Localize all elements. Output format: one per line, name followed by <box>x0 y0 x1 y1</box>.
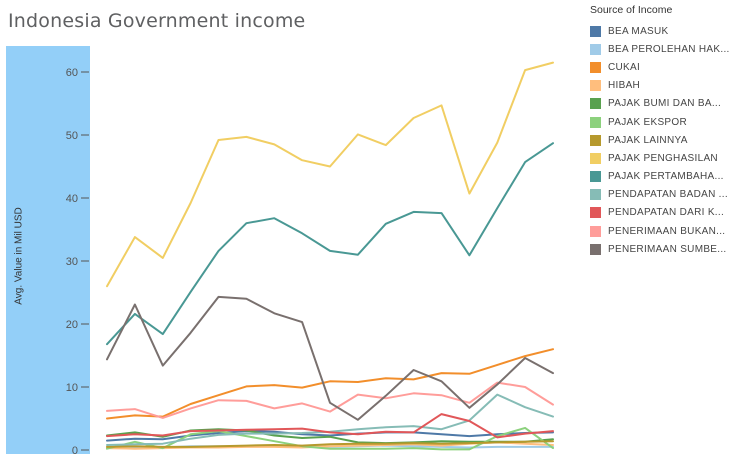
chart-title: Indonesia Government income <box>8 10 306 32</box>
y-tick-label: 50 <box>66 130 78 142</box>
legend-label: CUKAI <box>608 61 641 73</box>
legend-swatch <box>590 189 601 201</box>
legend-swatch <box>590 134 601 146</box>
legend-item[interactable]: PAJAK LAINNYA <box>590 131 736 149</box>
series-line-12[interactable] <box>106 295 554 421</box>
y-tick-label: 30 <box>66 256 78 268</box>
legend-swatch <box>590 98 601 110</box>
legend-item[interactable]: BEA PEROLEHAN HAK... <box>590 40 736 58</box>
legend-label: PENDAPATAN DARI K... <box>608 207 725 219</box>
legend-title: Source of Income <box>590 4 673 16</box>
series-line-8[interactable] <box>106 142 554 346</box>
legend-item[interactable]: PAJAK BUMI DAN BA... <box>590 95 736 113</box>
legend-swatch <box>590 207 601 219</box>
legend-label: PAJAK PENGHASILAN <box>608 152 718 164</box>
series-line-5[interactable] <box>106 426 554 451</box>
legend-label: PAJAK BUMI DAN BA... <box>608 98 722 110</box>
legend-swatch <box>590 152 601 164</box>
legend: Source of Income BEA MASUK BEA PEROLEHAN … <box>590 4 736 258</box>
legend-swatch <box>590 61 601 73</box>
y-tick-label: 0 <box>72 445 78 454</box>
legend-item[interactable]: HIBAH <box>590 77 736 95</box>
legend-item[interactable]: PAJAK EKSPOR <box>590 113 736 131</box>
legend-swatch <box>590 43 601 55</box>
series-line-7[interactable] <box>106 61 554 288</box>
line-chart: 0 10 20 30 40 50 60 <box>66 61 554 454</box>
legend-item[interactable]: PENDAPATAN BADAN ... <box>590 186 736 204</box>
legend-label: PENERIMAAN BUKAN... <box>608 225 726 237</box>
legend-item[interactable]: BEA MASUK <box>590 22 736 40</box>
legend-label: PAJAK PERTAMBAHA... <box>608 171 724 183</box>
legend-item[interactable]: PAJAK PERTAMBAHA... <box>590 168 736 186</box>
y-tick-label: 60 <box>66 67 78 79</box>
legend-label: BEA PEROLEHAN HAK... <box>608 43 730 55</box>
legend-item[interactable]: PENERIMAAN SUMBE... <box>590 240 736 258</box>
legend-label: PAJAK EKSPOR <box>608 116 687 128</box>
legend-label: PAJAK LAINNYA <box>608 134 688 146</box>
legend-swatch <box>590 171 601 183</box>
series-line-0[interactable] <box>106 430 554 442</box>
legend-item[interactable]: PENDAPATAN DARI K... <box>590 204 736 222</box>
series-lines <box>106 61 554 451</box>
legend-swatch <box>590 80 601 92</box>
legend-swatch <box>590 243 601 255</box>
legend-items: BEA MASUK BEA PEROLEHAN HAK... CUKAI HIBAH P… <box>590 22 736 258</box>
legend-label: PENDAPATAN BADAN ... <box>608 189 728 201</box>
y-tick-label: 10 <box>66 382 78 394</box>
legend-item[interactable]: CUKAI <box>590 58 736 76</box>
legend-label: HIBAH <box>608 80 641 92</box>
series-line-6[interactable] <box>106 440 554 448</box>
y-axis-band <box>6 46 90 454</box>
y-axis-ticks: 0 10 20 30 40 50 60 <box>66 67 89 454</box>
legend-label: BEA MASUK <box>608 25 669 37</box>
legend-swatch <box>590 225 601 237</box>
series-line-10[interactable] <box>106 413 554 439</box>
y-tick-label: 20 <box>66 319 78 331</box>
y-tick-label: 40 <box>66 193 78 205</box>
series-line-11[interactable] <box>106 381 554 419</box>
legend-swatch <box>590 116 601 128</box>
legend-item[interactable]: PENERIMAAN BUKAN... <box>590 222 736 240</box>
series-line-2[interactable] <box>106 348 554 420</box>
legend-label: PENERIMAAN SUMBE... <box>608 243 727 255</box>
legend-item[interactable]: PAJAK PENGHASILAN <box>590 149 736 167</box>
legend-swatch <box>590 25 601 37</box>
